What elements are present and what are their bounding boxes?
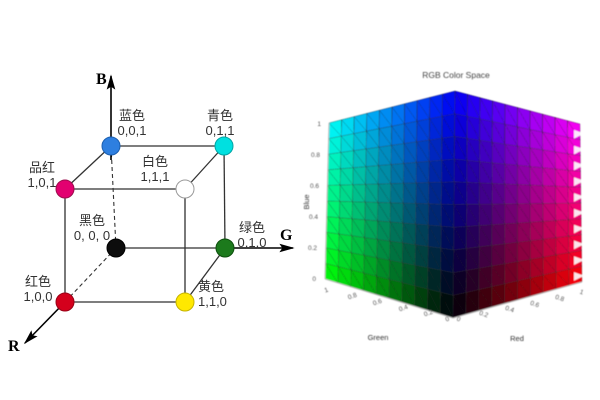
svg-text:黑色: 黑色 (79, 213, 105, 228)
svg-text:0.2: 0.2 (478, 310, 489, 320)
svg-text:0.2: 0.2 (308, 245, 317, 252)
svg-text:0.8: 0.8 (311, 152, 320, 159)
svg-text:Red: Red (510, 334, 524, 343)
svg-text:0: 0 (312, 276, 316, 283)
svg-text:RGB Color Space: RGB Color Space (422, 70, 490, 80)
svg-text:0.6: 0.6 (372, 298, 383, 308)
svg-text:1,1,1: 1,1,1 (141, 169, 170, 184)
svg-text:0: 0 (456, 316, 462, 324)
svg-text:1: 1 (324, 287, 330, 295)
svg-text:1: 1 (317, 121, 321, 128)
svg-text:G: G (280, 227, 293, 244)
svg-text:黄色: 黄色 (198, 279, 224, 294)
svg-text:绿色: 绿色 (239, 220, 265, 235)
svg-text:0.4: 0.4 (398, 304, 409, 314)
svg-text:Blue: Blue (302, 194, 311, 209)
svg-text:1,1,0: 1,1,0 (198, 294, 227, 309)
svg-text:0.6: 0.6 (310, 183, 319, 190)
svg-text:0.8: 0.8 (554, 294, 565, 304)
svg-text:R: R (8, 338, 20, 355)
svg-text:0.4: 0.4 (309, 214, 318, 221)
svg-text:1: 1 (579, 289, 585, 297)
svg-text:0,0,1: 0,0,1 (118, 123, 147, 138)
svg-text:青色: 青色 (207, 108, 233, 123)
svg-text:0,1,1: 0,1,1 (206, 123, 235, 138)
svg-text:0, 0, 0: 0, 0, 0 (74, 228, 110, 243)
svg-text:1,0,1: 1,0,1 (28, 175, 57, 190)
svg-text:蓝色: 蓝色 (119, 108, 145, 123)
svg-text:B: B (96, 71, 107, 88)
svg-text:1,0,0: 1,0,0 (24, 289, 53, 304)
svg-text:0.6: 0.6 (529, 300, 540, 310)
svg-text:0.8: 0.8 (347, 292, 358, 302)
svg-text:白色: 白色 (142, 154, 168, 169)
svg-text:Green: Green (368, 333, 389, 342)
svg-text:红色: 红色 (25, 274, 51, 289)
svg-text:0.4: 0.4 (504, 305, 515, 315)
svg-text:0,1,0: 0,1,0 (238, 235, 267, 250)
svg-text:品红: 品红 (29, 160, 55, 175)
